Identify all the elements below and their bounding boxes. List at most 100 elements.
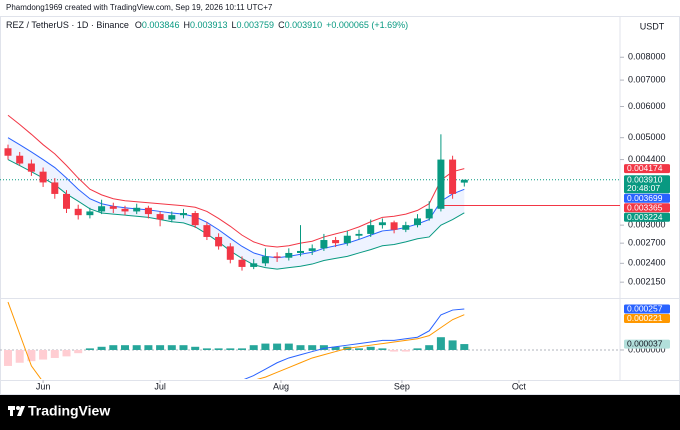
histogram-bar [121,345,129,350]
histogram-bar [296,345,305,350]
candle-body [343,235,351,244]
candle-body [297,250,304,253]
x-tick-label: Jun [36,381,51,391]
y-tick-label: 0.003000 [628,220,666,230]
candle-body [203,225,211,237]
y-tick-label: 0.008000 [628,52,666,62]
candle-body [51,182,59,194]
candle-body [238,259,246,267]
price-tag-label: 0.003910 [627,174,663,184]
y-tick-label: 0.006000 [628,101,666,111]
y-tick-label: 0.000000 [628,344,666,354]
candle-body [414,218,421,226]
histogram-bar [167,345,176,350]
histogram-bar [85,348,94,350]
candle-body [460,179,468,183]
histogram-bar [273,343,282,350]
candle-body [320,240,328,249]
y-tick-label: 0.002400 [628,258,666,268]
currency: USDT [640,21,665,31]
ohlc-label: O [135,20,142,30]
candle-body [367,225,375,234]
histogram-bar [15,349,24,363]
histogram-bar [27,349,36,362]
histogram-bar [366,346,375,350]
ohlc-label: C [278,20,285,30]
x-tick-label: Aug [273,381,289,391]
candle-body [39,171,47,183]
brand: TradingView [28,403,110,419]
credit: Phamdong1969 created with TradingView.co… [6,3,273,12]
symbol: REZ / TetherUS · 1D · Binance [6,20,129,30]
change: +0.000065 (+1.69%) [326,20,408,30]
price-tag-label: 0.004174 [627,163,663,173]
ohlc-value: 0.003910 [285,20,323,30]
histogram-bar [308,345,317,350]
histogram-bar [331,346,340,350]
x-tick-label: Oct [512,381,527,391]
price-tag [624,212,670,222]
histogram-bar [261,343,270,350]
candle-body [390,222,398,230]
histogram-bar [319,345,328,350]
ohlc-value: 0.003913 [190,20,228,30]
histogram-bar [74,349,83,354]
candle-body [27,163,35,172]
histogram-bar [144,345,153,350]
candle-body [168,215,176,220]
histogram-bar [378,348,387,350]
price-tag-label: 0.000221 [627,313,663,323]
candle-body [355,233,363,236]
band-line [7,159,465,270]
price-tag [624,193,670,203]
candle-body [191,213,199,226]
histogram-bar [202,348,211,350]
price-tag [624,164,670,174]
price-tag-label: 0.003224 [627,212,663,222]
histogram-bar [355,348,363,350]
logo-mark [16,406,20,410]
price-tag-label: 0.000257 [627,303,663,313]
logo-mark [17,406,25,416]
band-line [7,137,465,259]
countdown: 20:48:07 [627,183,660,193]
candle-body [261,256,269,264]
histogram-bar [109,345,118,350]
legend-text: REZ / TetherUS · 1D · Binance O0.003846 H0… [6,20,408,30]
candle-body [226,246,234,260]
candle-body [63,193,70,209]
x-tick-label: Sep [394,381,410,391]
axes: 0.008000 0.007000 0.006000 0.005000 0.004400… [36,52,670,391]
histogram-bar [191,346,200,350]
candle-body [308,248,316,251]
candle-body [16,155,24,164]
histogram-bar [179,345,188,350]
histogram-bar [448,340,457,350]
x-tick-label: Jul [154,381,166,391]
histogram-bar [284,343,293,350]
ohlc-value: 0.003759 [237,20,275,30]
y-tick-label: 0.005000 [628,132,666,142]
histogram-bar [401,349,410,352]
y-tick-label: 0.007000 [628,74,666,84]
candle-body [74,208,82,216]
histogram-bar [436,337,445,350]
legend: REZ / TetherUS · 1D · Binance O0.003846 H0… [6,20,408,30]
candle-body [133,207,141,212]
macd-pane [0,301,620,379]
candle-body [4,148,12,156]
candle-body [144,207,152,215]
y-tick-label: 0.004400 [628,154,666,164]
footer [0,395,680,430]
price-tag [624,175,670,194]
candle-body [86,211,94,216]
ohlc-label: H [183,20,190,30]
candle-body [402,225,410,230]
histogram-bar [238,348,246,350]
candle-body [250,263,258,267]
candle-body [437,159,445,209]
logo-mark [10,406,13,416]
band-line [7,114,465,248]
